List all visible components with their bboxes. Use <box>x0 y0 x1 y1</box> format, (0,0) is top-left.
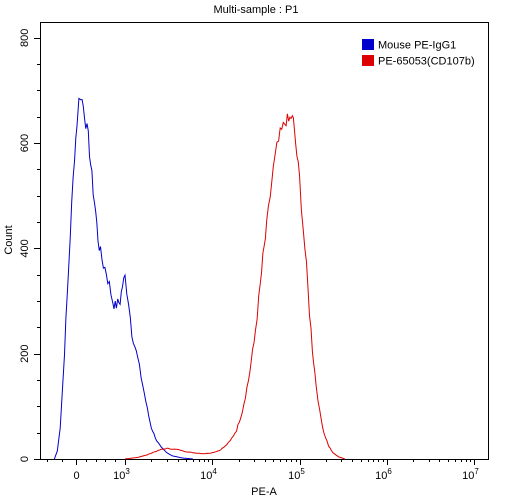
x-tick-base: 10 <box>288 470 300 482</box>
x-tick-label: 0 <box>73 470 79 482</box>
x-tick-base: 0 <box>73 470 79 482</box>
x-tick-exponent: 6 <box>387 467 392 476</box>
y-axis-label: Count <box>3 225 15 254</box>
y-tick-label: 0 <box>19 456 31 462</box>
series-layer <box>53 97 346 460</box>
x-tick-exponent: 5 <box>300 467 305 476</box>
x-axis: 0 103 104 105 106 107 <box>47 459 479 482</box>
series-line-isotype <box>53 97 193 460</box>
y-tick-label: 600 <box>19 134 31 152</box>
x-tick-exponent: 3 <box>125 467 130 476</box>
x-tick-label: 104 <box>200 467 217 482</box>
chart-title: Multi-sample : P1 <box>214 4 299 16</box>
y-tick-label: 200 <box>19 345 31 363</box>
x-tick-exponent: 4 <box>212 467 217 476</box>
y-tick-label: 800 <box>19 29 31 47</box>
y-axis: 0 200 400 600 800 <box>19 29 40 462</box>
x-tick-base: 10 <box>200 470 212 482</box>
plot-frame <box>40 22 489 460</box>
x-tick-label: 107 <box>462 467 479 482</box>
legend-label-isotype: Mouse PE-IgG1 <box>378 40 456 52</box>
legend: Mouse PE-IgG1 PE-65053(CD107b) <box>362 39 475 68</box>
legend-swatch-isotype <box>362 39 374 50</box>
x-tick-base: 10 <box>462 470 474 482</box>
x-tick-label: 103 <box>113 467 130 482</box>
legend-label-antibody: PE-65053(CD107b) <box>378 56 475 68</box>
x-tick-base: 10 <box>113 470 125 482</box>
x-tick-label: 106 <box>375 467 392 482</box>
x-tick-label: 105 <box>288 467 305 482</box>
y-tick-label: 400 <box>19 239 31 257</box>
x-tick-base: 10 <box>375 470 387 482</box>
series-line-antibody <box>124 113 346 460</box>
x-axis-label: PE-A <box>251 486 277 498</box>
legend-swatch-antibody <box>362 55 374 66</box>
x-tick-exponent: 7 <box>474 467 479 476</box>
